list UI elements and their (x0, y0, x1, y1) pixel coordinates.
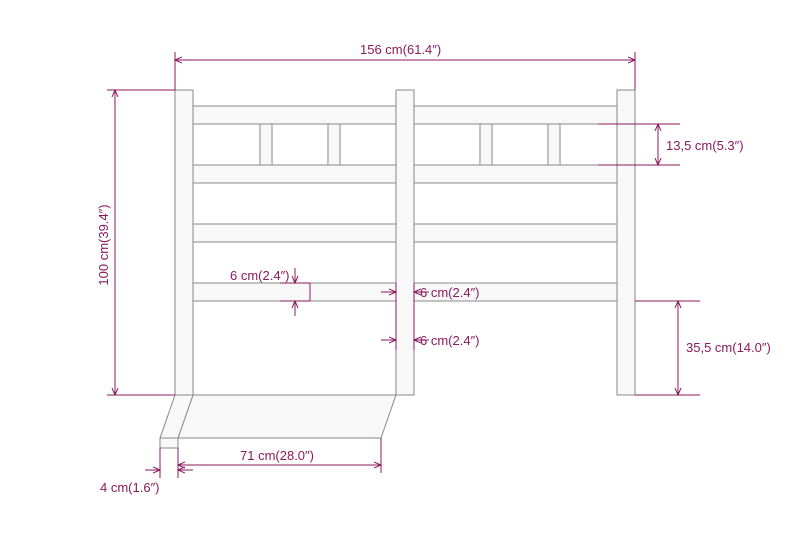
svg-text:6 cm(2.4″): 6 cm(2.4″) (420, 285, 480, 300)
dim-leg-height: 35,5 cm(14.0″) (635, 301, 771, 395)
svg-text:35,5 cm(14.0″): 35,5 cm(14.0″) (686, 340, 771, 355)
svg-text:6 cm(2.4″): 6 cm(2.4″) (420, 333, 480, 348)
svg-text:71 cm(28.0″): 71 cm(28.0″) (240, 448, 314, 463)
dim-center-post: 6 cm(2.4″) (381, 320, 480, 350)
dim-total-height: 100 cm(39.4″) (96, 90, 175, 395)
dim-total-width: 156 cm(61.4″) (175, 42, 635, 90)
svg-text:6 cm(2.4″): 6 cm(2.4″) (230, 268, 290, 283)
svg-text:156 cm(61.4″): 156 cm(61.4″) (360, 42, 441, 57)
dim-depth: 4 cm(1.6″) (100, 448, 193, 495)
dim-panel-width: 71 cm(28.0″) (178, 438, 381, 473)
svg-text:100 cm(39.4″): 100 cm(39.4″) (96, 204, 111, 285)
svg-text:13,5 cm(5.3″): 13,5 cm(5.3″) (666, 138, 744, 153)
svg-text:4 cm(1.6″): 4 cm(1.6″) (100, 480, 160, 495)
